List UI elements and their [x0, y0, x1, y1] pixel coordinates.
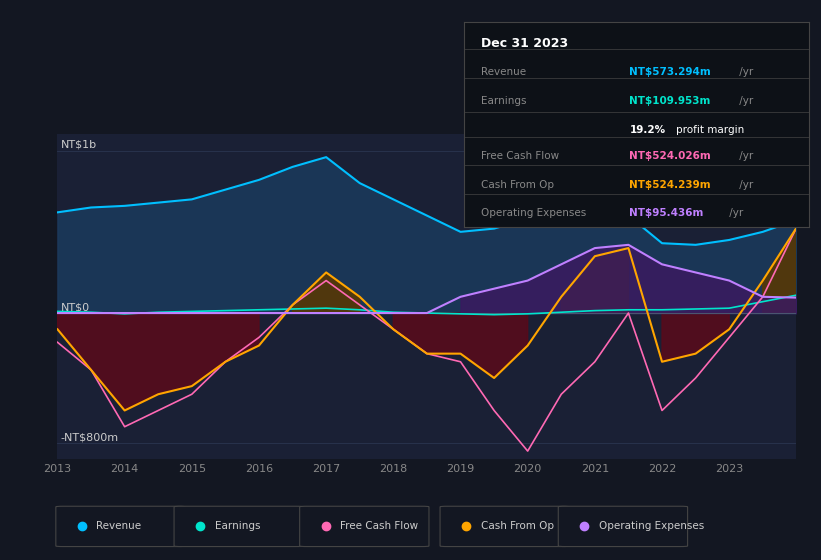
Text: NT$109.953m: NT$109.953m	[630, 96, 711, 106]
Text: NT$573.294m: NT$573.294m	[630, 67, 711, 77]
Text: profit margin: profit margin	[676, 125, 744, 134]
Text: /yr: /yr	[736, 67, 753, 77]
Text: Free Cash Flow: Free Cash Flow	[481, 151, 559, 161]
Text: -NT$800m: -NT$800m	[61, 432, 119, 442]
FancyBboxPatch shape	[174, 506, 304, 547]
Text: /yr: /yr	[736, 96, 753, 106]
Text: /yr: /yr	[726, 208, 743, 218]
Text: NT$524.026m: NT$524.026m	[630, 151, 711, 161]
Text: Revenue: Revenue	[97, 521, 141, 531]
Text: NT$0: NT$0	[61, 302, 90, 312]
Text: Cash From Op: Cash From Op	[481, 521, 553, 531]
FancyBboxPatch shape	[440, 506, 570, 547]
Text: Operating Expenses: Operating Expenses	[599, 521, 704, 531]
FancyBboxPatch shape	[558, 506, 688, 547]
Text: Earnings: Earnings	[481, 96, 526, 106]
Text: Cash From Op: Cash From Op	[481, 180, 554, 190]
Text: Dec 31 2023: Dec 31 2023	[481, 37, 568, 50]
FancyBboxPatch shape	[300, 506, 429, 547]
Text: 19.2%: 19.2%	[630, 125, 666, 134]
Text: NT$1b: NT$1b	[61, 140, 97, 150]
Text: NT$524.239m: NT$524.239m	[630, 180, 711, 190]
Text: /yr: /yr	[736, 180, 753, 190]
Text: Free Cash Flow: Free Cash Flow	[341, 521, 419, 531]
Text: Revenue: Revenue	[481, 67, 526, 77]
FancyBboxPatch shape	[56, 506, 186, 547]
Text: Operating Expenses: Operating Expenses	[481, 208, 586, 218]
Text: /yr: /yr	[736, 151, 753, 161]
Text: Earnings: Earnings	[215, 521, 260, 531]
Text: NT$95.436m: NT$95.436m	[630, 208, 704, 218]
